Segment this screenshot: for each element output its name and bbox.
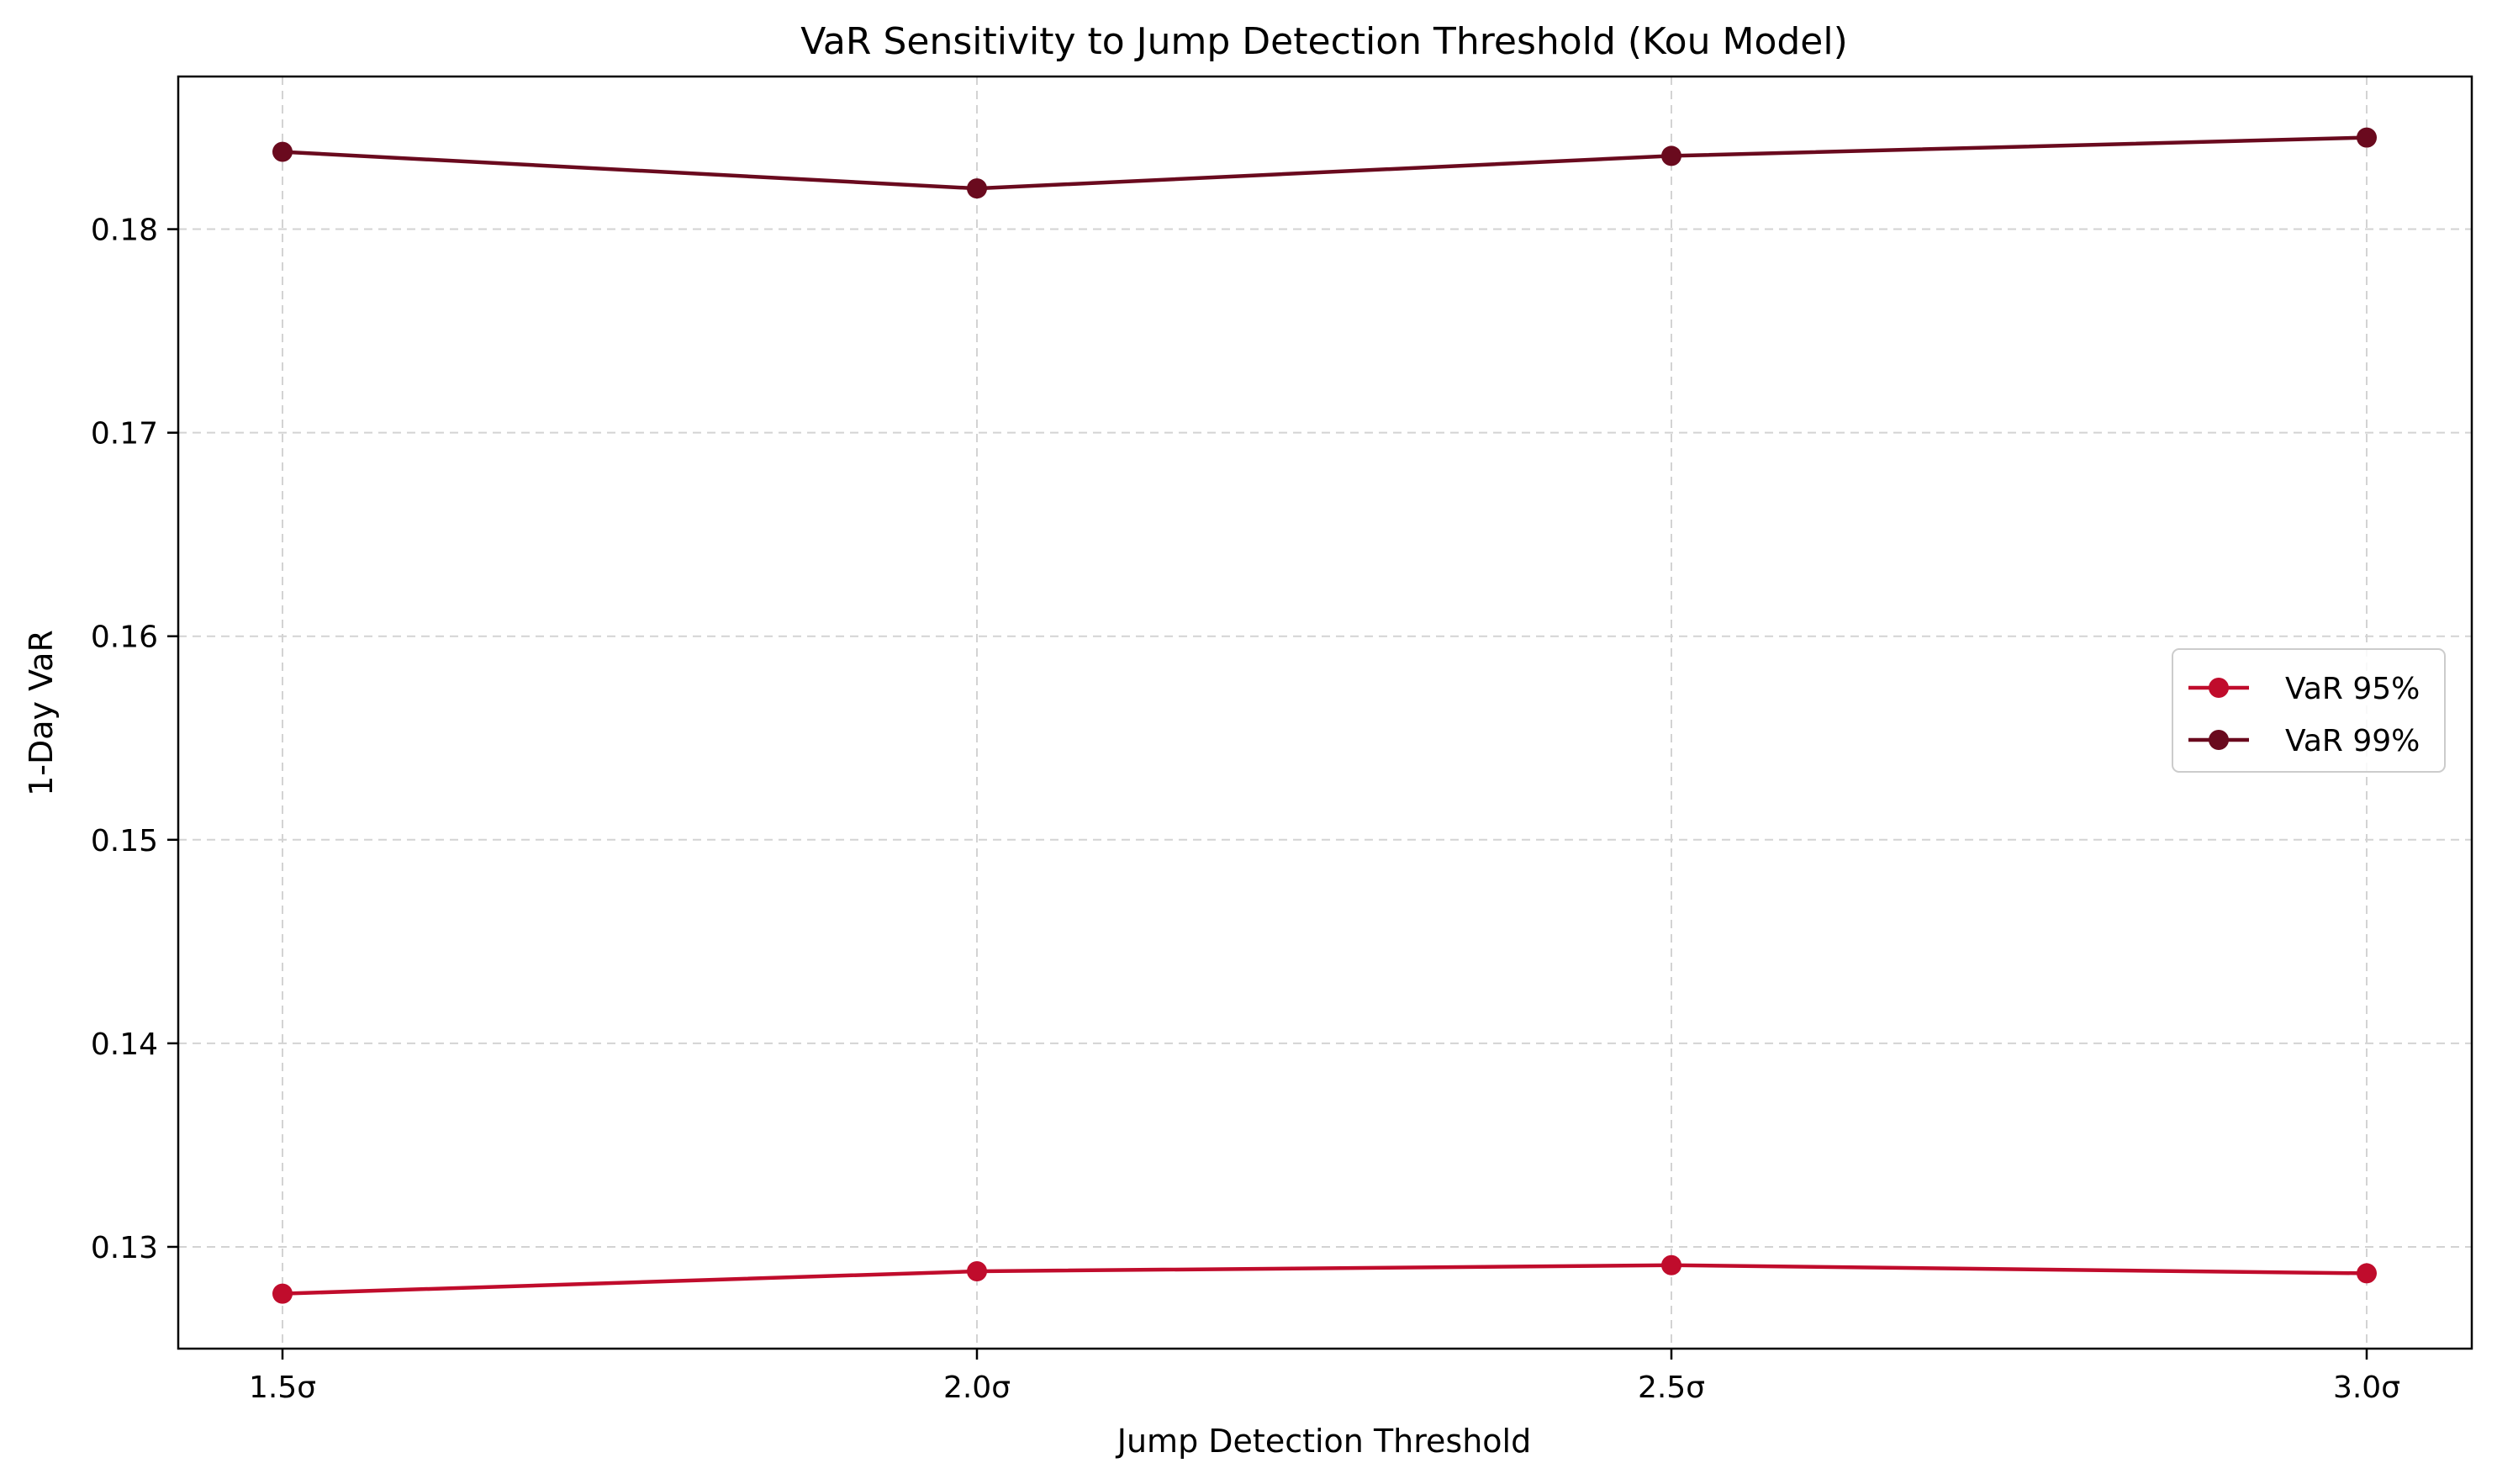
series-line bbox=[282, 135, 2368, 191]
data-point bbox=[967, 178, 987, 199]
y-tick-label: 0.17 bbox=[91, 417, 158, 452]
series-layer bbox=[272, 127, 2377, 1304]
chart-title: VaR Sensitivity to Jump Detection Thresh… bbox=[800, 20, 1848, 63]
x-tick-label: 2.5σ bbox=[1638, 1370, 1705, 1405]
series-line bbox=[282, 1263, 2368, 1296]
x-axis: 1.5σ 2.0σ 2.5σ 3.0σ bbox=[249, 1349, 2400, 1405]
legend-entry: VaR 99% bbox=[2188, 724, 2420, 758]
series-var-95 bbox=[272, 1254, 2377, 1304]
y-axis: 0.13 0.14 0.15 0.16 0.17 0.18 bbox=[91, 214, 178, 1265]
y-tick-label: 0.15 bbox=[91, 824, 158, 858]
legend-marker bbox=[2209, 730, 2229, 750]
data-point bbox=[2357, 127, 2377, 148]
data-point bbox=[967, 1261, 987, 1282]
y-tick-label: 0.16 bbox=[91, 621, 158, 655]
x-tick-label: 3.0σ bbox=[2333, 1370, 2400, 1405]
legend-marker bbox=[2209, 678, 2229, 698]
y-tick-label: 0.14 bbox=[91, 1027, 158, 1062]
y-tick-label: 0.13 bbox=[91, 1231, 158, 1265]
legend-label: VaR 95% bbox=[2285, 672, 2420, 706]
x-tick-label: 1.5σ bbox=[249, 1370, 316, 1405]
x-axis-title: Jump Detection Threshold bbox=[1116, 1423, 1531, 1460]
data-point bbox=[272, 1283, 293, 1304]
y-axis-title: 1-Day VaR bbox=[23, 630, 60, 796]
legend-entry: VaR 95% bbox=[2188, 672, 2420, 706]
plot-frame bbox=[177, 75, 2473, 1350]
legend-entries: VaR 95% VaR 99% bbox=[2188, 672, 2420, 758]
y-tick-label: 0.18 bbox=[91, 214, 158, 248]
data-point bbox=[272, 141, 293, 162]
data-point bbox=[2357, 1263, 2377, 1284]
legend-label: VaR 99% bbox=[2285, 724, 2420, 758]
legend: VaR 95% VaR 99% bbox=[2172, 648, 2446, 773]
data-point bbox=[1661, 145, 1681, 166]
series-var-99 bbox=[272, 127, 2377, 199]
data-point bbox=[1661, 1254, 1681, 1275]
x-tick-label: 2.0σ bbox=[943, 1370, 1011, 1405]
